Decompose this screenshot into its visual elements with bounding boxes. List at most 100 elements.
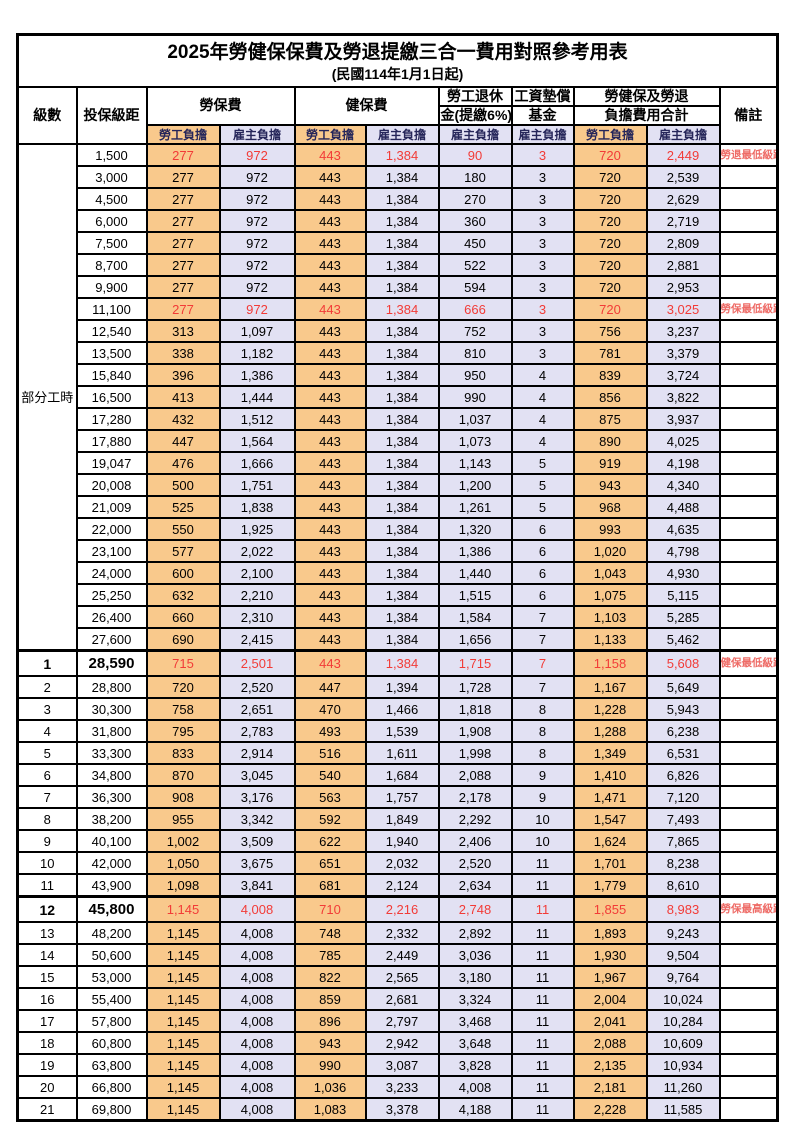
cell-health-employer: 1,384 [364,429,440,453]
table-row: 23,100 577 2,022 443 1,384 1,386 6 1,020 4,798 [18,539,779,563]
cell-labor-employee: 277 [145,275,221,299]
cell-pension-employer: 3,648 [437,1031,513,1055]
cell-bracket: 7,500 [75,231,148,255]
cell-health-employer: 1,539 [364,719,440,743]
cell-health-employer: 1,384 [364,539,440,563]
cell-remark [718,1031,779,1055]
cell-labor-employer: 4,008 [218,895,296,923]
cell-bracket: 34,800 [75,763,148,787]
cell-pension-employer: 1,908 [437,719,513,743]
cell-bracket: 16,500 [75,385,148,409]
cell-health-employer: 3,087 [364,1053,440,1077]
cell-bracket: 33,300 [75,741,148,765]
cell-labor-employer: 2,651 [218,697,296,721]
cell-fund-employer: 3 [510,341,575,365]
header-row-2: 金(提繳6%) 基金 負擔費用合計 [18,105,778,126]
cell-remark [718,451,779,475]
cell-remark [718,187,779,211]
cell-labor-employee: 432 [145,407,221,431]
cell-fund-employer: 11 [510,1097,575,1122]
cell-labor-employee: 715 [145,649,221,677]
table-row: 22,000 550 1,925 443 1,384 1,320 6 993 4,635 [18,517,779,541]
cell-remark [718,407,779,431]
cell-pension-employer: 752 [437,319,513,343]
table-row: 21 69,800 1,145 4,008 1,083 3,378 4,188 11 2,228… [16,1097,779,1122]
cell-total-employee: 856 [572,385,648,409]
cell-total-employer: 9,764 [645,965,721,989]
table-body: 部分工時 1,500 277 972 443 1,384 90 3 720 2,449 勞退最低級距… [16,143,779,1122]
cell-fund-employer: 11 [510,1053,575,1077]
table-row: 15 53,000 1,145 4,008 822 2,565 3,180 11 1,967 9,… [16,965,779,989]
cell-labor-employee: 277 [145,143,221,167]
table-row: 17,280 432 1,512 443 1,384 1,037 4 875 3,937 [18,407,779,431]
cell-remark: 勞退最低級距 [718,143,779,167]
cell-fund-employer: 11 [510,895,575,923]
cell-total-employee: 1,158 [572,649,648,677]
cell-pension-employer: 1,715 [437,649,513,677]
cell-remark [718,231,779,255]
cell-level: 2 [16,675,78,699]
cell-remark [718,385,779,409]
cell-health-employee: 896 [293,1009,367,1033]
cell-total-employee: 1,930 [572,943,648,967]
cell-total-employer: 7,493 [645,807,721,831]
cell-total-employee: 720 [572,231,648,255]
cell-remark [718,697,779,721]
table-row: 12,540 313 1,097 443 1,384 752 3 756 3,237 [18,319,779,343]
cell-total-employer: 10,934 [645,1053,721,1077]
cell-fund-employer: 5 [510,451,575,475]
cell-total-employer: 2,809 [645,231,721,255]
cell-health-employee: 443 [293,341,367,365]
col-header-total-line2: 負擔費用合計 [572,105,721,126]
cell-health-employer: 1,384 [364,583,440,607]
cell-total-employee: 2,181 [572,1075,648,1099]
cell-labor-employee: 1,145 [145,1053,221,1077]
table-row: 3,000 277 972 443 1,384 180 3 720 2,539 [18,165,779,189]
cell-health-employer: 1,684 [364,763,440,787]
cell-fund-employer: 5 [510,495,575,519]
cell-health-employee: 443 [293,319,367,343]
cell-bracket: 3,000 [75,165,148,189]
col-header-total-line1: 勞健保及勞退 [572,86,721,107]
cell-total-employee: 919 [572,451,648,475]
cell-level: 3 [16,697,78,721]
cell-labor-employer: 2,100 [218,561,296,585]
cell-bracket: 1,500 [75,143,148,167]
cell-total-employee: 993 [572,517,648,541]
cell-total-employer: 3,237 [645,319,721,343]
cell-health-employer: 2,032 [364,851,440,875]
cell-bracket: 19,047 [75,451,148,475]
cell-bracket: 42,000 [75,851,148,875]
col-header-labor-insurance: 勞保費 [145,86,296,126]
cell-pension-employer: 1,386 [437,539,513,563]
premium-reference-table: 2025年勞健保保費及勞退提繳三合一費用對照參考用表 (民國114年1月1日起)… [16,33,780,1122]
cell-remark [718,165,779,189]
cell-remark [718,605,779,629]
page-subtitle: (民國114年1月1日起) [331,66,464,83]
cell-total-employer: 4,798 [645,539,721,563]
table-row: 4 31,800 795 2,783 493 1,539 1,908 8 1,288 6,238 [16,719,779,743]
cell-health-employee: 493 [293,719,367,743]
cell-health-employer: 1,384 [364,407,440,431]
cell-pension-employer: 270 [437,187,513,211]
cell-fund-employer: 3 [510,297,575,321]
cell-bracket: 25,250 [75,583,148,607]
table-row: 20,008 500 1,751 443 1,384 1,200 5 943 4,340 [18,473,779,497]
cell-pension-employer: 950 [437,363,513,387]
cell-total-employer: 11,585 [645,1097,721,1122]
cell-bracket: 69,800 [75,1097,148,1122]
cell-fund-employer: 5 [510,473,575,497]
cell-pension-employer: 1,143 [437,451,513,475]
cell-health-employer: 1,384 [364,561,440,585]
col-header-wage-fund-line1: 工資墊償 [510,86,575,107]
table-row: 8,700 277 972 443 1,384 522 3 720 2,881 [18,253,779,277]
cell-health-employer: 1,384 [364,627,440,652]
cell-bracket: 36,300 [75,785,148,809]
cell-total-employer: 2,881 [645,253,721,277]
cell-pension-employer: 3,180 [437,965,513,989]
cell-fund-employer: 6 [510,539,575,563]
cell-level: 4 [16,719,78,743]
cell-labor-employer: 972 [218,187,296,211]
cell-remark [718,829,779,853]
cell-labor-employer: 3,342 [218,807,296,831]
